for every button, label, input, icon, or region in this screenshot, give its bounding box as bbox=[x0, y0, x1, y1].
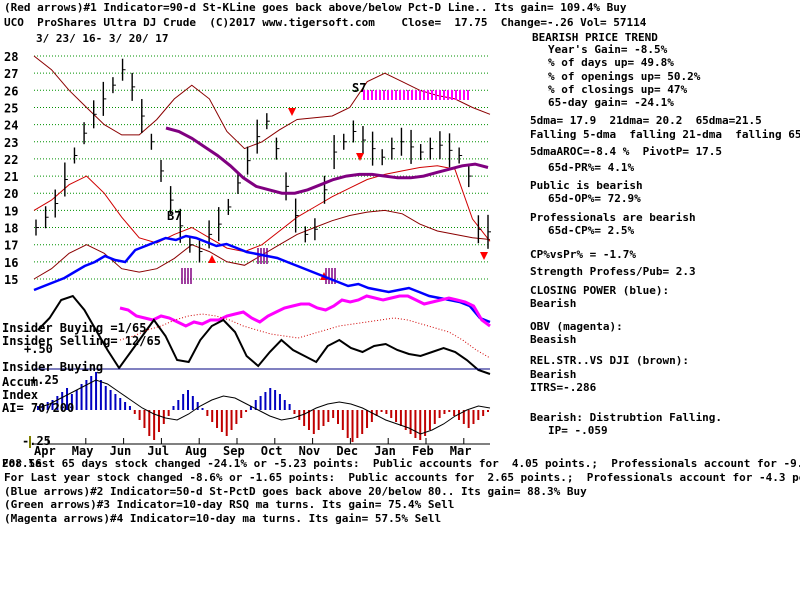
gain-65day: 65-day gain= -24.1% bbox=[548, 96, 674, 109]
date-range: 3/ 23/ 16- 3/ 20/ 17 bbox=[36, 32, 169, 45]
y-tick-label: 20 bbox=[4, 187, 18, 201]
red-sell-arrow bbox=[480, 252, 488, 260]
years-gain: Year's Gain= -8.5% bbox=[548, 43, 668, 56]
x-tick-label: Mar bbox=[450, 444, 472, 458]
trend-title: BEARISH PRICE TREND bbox=[532, 31, 658, 44]
y-tick-label: 21 bbox=[4, 170, 18, 184]
rel-title: REL.STR..VS DJI (brown): bbox=[530, 354, 689, 367]
footer-line-4: (Green arrows)#3 Indicator=10-day RSQ ma… bbox=[4, 498, 455, 511]
op-line: 65d-OP%= 72.9% bbox=[548, 192, 641, 205]
y-tick-label: 28 bbox=[4, 50, 18, 64]
ip-line: IP= -.059 bbox=[548, 424, 608, 437]
pct-days-up: % of days up= 49.8% bbox=[548, 56, 674, 69]
x-tick-label: Jan bbox=[374, 444, 396, 458]
x-tick-label: May bbox=[72, 444, 94, 458]
signal-b7: B7 bbox=[167, 209, 181, 223]
ai-label: AI= 70/200 bbox=[2, 401, 74, 415]
red-sell-arrow bbox=[288, 108, 296, 116]
y-tick-label: 15 bbox=[4, 273, 18, 287]
pct-closings-up: % of closings up= 47% bbox=[548, 83, 688, 96]
strength: Strength Profess/Pub= 2.3 bbox=[530, 265, 696, 278]
y-tick-label: 25 bbox=[4, 101, 18, 115]
prof-bearish: Professionals are bearish bbox=[530, 211, 696, 224]
red-buy-arrow bbox=[208, 255, 216, 263]
y-tick-label: 23 bbox=[4, 136, 18, 150]
cp-vs-pr: CP%vsPr% = -1.7% bbox=[530, 248, 636, 261]
itrs: ITRS=-.286 bbox=[530, 381, 597, 394]
y-tick-label: 22 bbox=[4, 153, 18, 167]
y-tick-label: 16 bbox=[4, 256, 18, 270]
rel-strength-line bbox=[37, 294, 491, 375]
insider-buying-line-label: Insider Buying bbox=[2, 360, 103, 374]
x-tick-label: Sep bbox=[223, 444, 245, 458]
footer-line-1: For last 65 days stock changed -24.1% or… bbox=[2, 457, 800, 470]
x-tick-label: Jun bbox=[110, 444, 132, 458]
dist-line: Bearish: Distrubtion Falling. bbox=[530, 411, 723, 424]
accum-smooth-line bbox=[37, 379, 491, 435]
dma-line: 5dma= 17.9 21dma= 20.2 65dma=21.5 bbox=[530, 114, 762, 127]
x-tick-label: Aug bbox=[185, 444, 207, 458]
x-tick-label: Oct bbox=[261, 444, 283, 458]
pct-openings-up: % of openings up= 50.2% bbox=[548, 70, 701, 83]
obv-val: Beasish bbox=[530, 333, 577, 346]
cp-line: 65d-CP%= 2.5% bbox=[548, 224, 635, 237]
header-line-2: UCO ProShares Ultra DJ Crude (C)2017 www… bbox=[4, 16, 647, 29]
x-tick-label: Apr bbox=[34, 444, 56, 458]
closing-power-line bbox=[33, 234, 491, 324]
pr-line: 65d-PR%= 4.1% bbox=[548, 161, 635, 174]
accum-plus50-label: +.50 bbox=[24, 342, 53, 356]
red-envelope bbox=[33, 165, 491, 253]
y-tick-label: 17 bbox=[4, 239, 18, 253]
red-sell-arrow bbox=[356, 153, 364, 161]
y-tick-label: 24 bbox=[4, 119, 18, 133]
footer-overlap: 208.56 bbox=[2, 457, 42, 470]
footer-line-2: For Last year stock changed -8.6% or -1.… bbox=[4, 471, 800, 484]
header-line-1: (Red arrows)#1 Indicator=90-d St-KLine g… bbox=[4, 1, 627, 14]
x-tick-label: Nov bbox=[299, 444, 321, 458]
signal-s7: S7 bbox=[352, 81, 366, 95]
y-tick-label: 26 bbox=[4, 84, 18, 98]
x-tick-label: Feb bbox=[412, 444, 434, 458]
upper-band bbox=[33, 55, 491, 150]
ma-65-line bbox=[165, 126, 489, 195]
cp-title: CLOSING POWER (blue): bbox=[530, 284, 670, 297]
accum-minus25-label: -.25 bbox=[22, 434, 51, 448]
index-label: Index bbox=[2, 388, 38, 402]
insider-selling-label: Insider Selling= 12/65 bbox=[2, 334, 161, 348]
accum-label: Accum bbox=[2, 375, 38, 389]
obv-line bbox=[119, 294, 491, 328]
footer-line-3: (Blue arrows)#2 Indicator=50-d St-PctD g… bbox=[4, 485, 587, 498]
x-tick-label: Jul bbox=[147, 444, 169, 458]
insider-buying-label: Insider Buying =1/65 bbox=[2, 321, 147, 335]
falling-line: Falling 5-dma falling 21-dma falling 65-… bbox=[530, 128, 800, 141]
y-tick-label: 18 bbox=[4, 222, 18, 236]
y-tick-label: 27 bbox=[4, 67, 18, 81]
accum-plus25-label: +.25 bbox=[30, 373, 59, 387]
y-tick-label: 19 bbox=[4, 204, 18, 218]
footer-line-5: (Magenta arrows)#4 Indicator=10-day ma t… bbox=[4, 512, 442, 525]
x-tick-label: Dec bbox=[336, 444, 358, 458]
public-bearish: Public is bearish bbox=[530, 179, 643, 192]
cp-val: Bearish bbox=[530, 297, 577, 310]
aroc-line: 5dmaAROC=-8.4 % PivotP= 17.5 bbox=[530, 145, 723, 158]
rel-val: Bearish bbox=[530, 368, 577, 381]
obv-title: OBV (magenta): bbox=[530, 320, 623, 333]
